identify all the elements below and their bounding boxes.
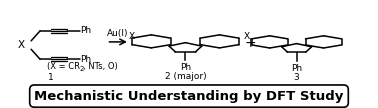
Text: X: X bbox=[243, 32, 249, 41]
Text: 2 (major): 2 (major) bbox=[164, 72, 206, 81]
Text: X: X bbox=[18, 40, 25, 50]
Text: Ph: Ph bbox=[80, 55, 91, 64]
Text: X: X bbox=[129, 32, 135, 41]
Text: +: + bbox=[244, 37, 256, 50]
Text: Au(I): Au(I) bbox=[107, 29, 129, 38]
Text: Ph: Ph bbox=[180, 63, 191, 72]
Text: Ph: Ph bbox=[80, 26, 91, 35]
Text: 1: 1 bbox=[48, 73, 54, 82]
Text: Ph: Ph bbox=[291, 64, 302, 73]
Text: 2: 2 bbox=[80, 66, 84, 72]
Text: 3: 3 bbox=[294, 73, 299, 82]
Text: , NTs, O): , NTs, O) bbox=[83, 62, 118, 71]
Text: Mechanistic Understanding by DFT Study: Mechanistic Understanding by DFT Study bbox=[34, 90, 344, 103]
Text: (X = CR: (X = CR bbox=[47, 62, 80, 71]
